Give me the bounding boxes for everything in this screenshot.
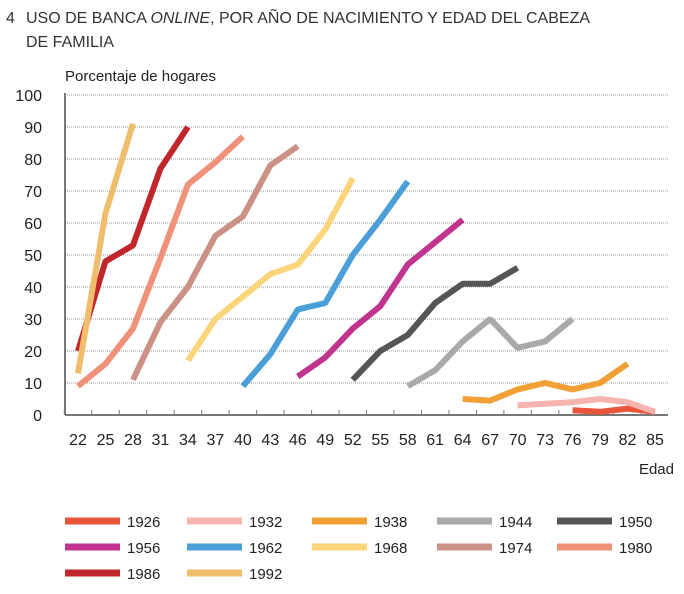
y-tick-label: 100 bbox=[15, 88, 42, 105]
x-tick-label: 46 bbox=[289, 432, 307, 449]
series-line-1986 bbox=[75, 125, 191, 352]
legend-label-1974: 1974 bbox=[499, 540, 532, 557]
series-line-1944 bbox=[406, 316, 575, 389]
y-tick-label: 60 bbox=[24, 216, 42, 233]
series-line-1956 bbox=[296, 217, 465, 380]
title-part2: , POR AÑO DE NACIMIENTO Y EDAD DEL CABEZ… bbox=[210, 10, 591, 27]
legend-label-1992: 1992 bbox=[249, 566, 282, 583]
legend-label-1962: 1962 bbox=[249, 540, 282, 557]
legend-label-1956: 1956 bbox=[127, 540, 160, 557]
x-tick-label: 37 bbox=[206, 432, 224, 449]
legend-label-1950: 1950 bbox=[619, 514, 652, 531]
x-tick-label: 22 bbox=[69, 432, 87, 449]
series-line-1926 bbox=[572, 405, 656, 415]
x-tick-label: 70 bbox=[509, 432, 527, 449]
legend-label-1944: 1944 bbox=[499, 514, 532, 531]
series-line-1968 bbox=[185, 176, 356, 363]
x-tick-label: 61 bbox=[426, 432, 444, 449]
legend-label-1986: 1986 bbox=[127, 566, 160, 583]
y-tick-label: 10 bbox=[24, 376, 42, 393]
chart-title: 4 USO DE BANCA ONLINE, POR AÑO DE NACIMIE… bbox=[6, 7, 676, 55]
y-tick-label: 90 bbox=[24, 120, 42, 137]
x-tick-label: 55 bbox=[371, 432, 389, 449]
x-tick-label: 28 bbox=[124, 432, 142, 449]
x-tick-label: 34 bbox=[179, 432, 197, 449]
series-line-1974 bbox=[130, 143, 300, 382]
legend-label-1980: 1980 bbox=[619, 540, 652, 557]
y-tick-label: 40 bbox=[24, 280, 42, 297]
x-tick-label: 64 bbox=[454, 432, 472, 449]
legend-label-1968: 1968 bbox=[374, 540, 407, 557]
x-tick-label: 43 bbox=[261, 432, 279, 449]
series-line-1932 bbox=[517, 396, 656, 415]
title-part1: USO DE BANCA bbox=[26, 10, 151, 27]
title-italic: ONLINE bbox=[150, 10, 211, 27]
x-tick-label: 79 bbox=[591, 432, 609, 449]
series-line-1992 bbox=[75, 122, 136, 374]
y-tick-label: 20 bbox=[24, 344, 42, 361]
x-tick-label: 73 bbox=[536, 432, 554, 449]
series-line-1938 bbox=[462, 361, 630, 404]
y-tick-label: 30 bbox=[24, 312, 42, 329]
x-tick-label: 25 bbox=[97, 432, 115, 449]
x-tick-label: 82 bbox=[619, 432, 637, 449]
y-tick-label: 80 bbox=[24, 152, 42, 169]
y-axis-label: Porcentaje de hogares bbox=[65, 68, 216, 85]
x-tick-label: 85 bbox=[646, 432, 664, 449]
x-tick-label: 40 bbox=[234, 432, 252, 449]
title-number: 4 bbox=[6, 10, 15, 27]
legend-label-1938: 1938 bbox=[374, 514, 407, 531]
y-tick-label: 50 bbox=[24, 248, 42, 265]
title-line2: DE FAMILIA bbox=[26, 34, 115, 51]
y-tick-label: 70 bbox=[24, 184, 42, 201]
x-axis-label: Edad bbox=[639, 461, 674, 478]
series-line-1950 bbox=[350, 265, 520, 382]
x-tick-label: 67 bbox=[481, 432, 499, 449]
x-tick-label: 52 bbox=[344, 432, 362, 449]
series-line-1980 bbox=[76, 134, 245, 389]
x-tick-label: 58 bbox=[399, 432, 417, 449]
x-tick-label: 76 bbox=[564, 432, 582, 449]
series-line-1962 bbox=[240, 179, 411, 389]
legend-label-1926: 1926 bbox=[127, 514, 160, 531]
x-tick-label: 49 bbox=[316, 432, 334, 449]
x-tick-label: 31 bbox=[152, 432, 170, 449]
legend-label-1932: 1932 bbox=[249, 514, 282, 531]
y-tick-label: 0 bbox=[33, 408, 42, 425]
